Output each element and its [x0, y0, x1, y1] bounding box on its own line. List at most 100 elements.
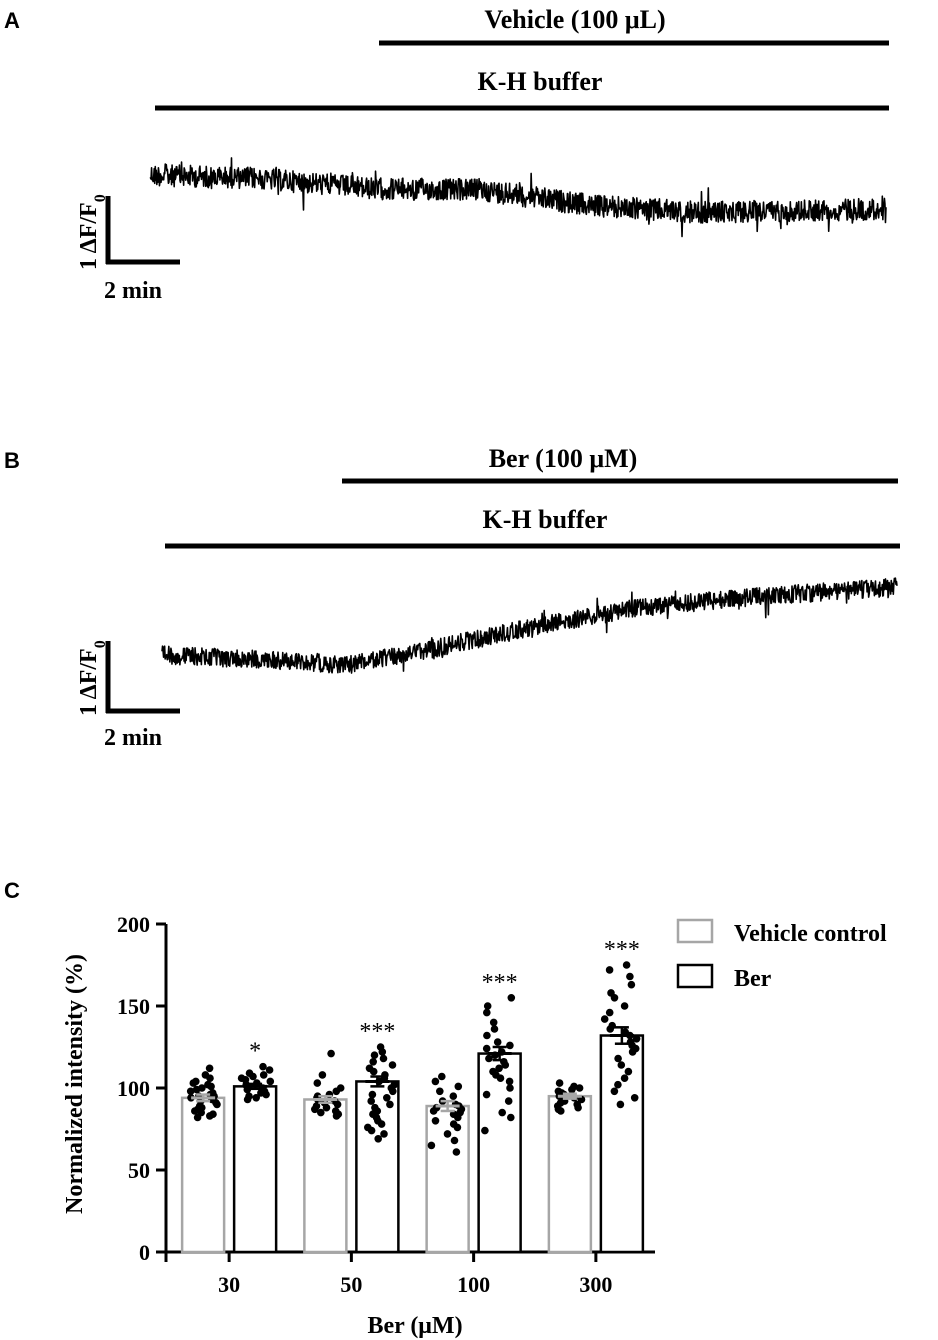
x-tick-label: 100: [457, 1272, 490, 1297]
data-point: [617, 1061, 626, 1069]
data-point: [490, 1025, 499, 1033]
panel-letter-b: B: [4, 448, 20, 473]
bar: [232, 1085, 278, 1254]
data-point: [482, 1090, 491, 1099]
significance-label: ***: [482, 970, 518, 996]
y-axis-title: Normalized intensity (%): [62, 954, 88, 1214]
data-point: [378, 1048, 387, 1056]
data-point: [206, 1112, 214, 1120]
y-tick-label: 50: [128, 1158, 150, 1183]
bar: [425, 1104, 470, 1254]
data-point: [574, 1103, 582, 1112]
data-point: [483, 1008, 491, 1017]
data-point: [386, 1100, 394, 1109]
data-point: [627, 980, 636, 989]
data-point: [243, 1095, 252, 1104]
x-tick-label: 300: [579, 1272, 612, 1297]
bar: [547, 1094, 593, 1254]
data-point: [333, 1100, 342, 1109]
bar: [477, 1052, 522, 1254]
data-point: [620, 1002, 629, 1010]
data-point: [368, 1090, 377, 1099]
data-point: [213, 1100, 221, 1109]
data-point: [317, 1108, 325, 1117]
data-point: [367, 1126, 376, 1135]
data-point: [575, 1084, 584, 1092]
data-point: [205, 1064, 214, 1073]
trace-line: [161, 577, 898, 674]
data-point: [493, 1038, 502, 1046]
data-point: [454, 1082, 463, 1091]
data-point: [389, 1087, 397, 1096]
legend-label: Vehicle control: [734, 921, 887, 947]
data-point: [186, 1087, 195, 1096]
data-point: [628, 1048, 637, 1056]
data-point: [388, 1061, 397, 1069]
trace-b: [161, 577, 898, 674]
data-point: [498, 1108, 507, 1117]
data-point: [504, 1097, 513, 1105]
data-point: [327, 1049, 335, 1058]
data-point: [259, 1071, 268, 1079]
ber-bar-label: Ber (100 μM): [489, 444, 638, 473]
data-point: [207, 1082, 215, 1091]
data-point: [507, 994, 516, 1002]
data-point: [189, 1079, 198, 1087]
x-tick-label: 30: [218, 1272, 240, 1297]
data-point: [367, 1097, 376, 1105]
data-point: [322, 1103, 331, 1112]
data-point: [482, 1044, 491, 1053]
significance-label: ***: [359, 1019, 395, 1045]
bar: [599, 1034, 645, 1254]
data-point: [505, 1077, 514, 1086]
data-point: [431, 1077, 440, 1086]
data-point: [443, 1130, 452, 1138]
vehicle-bar-label: Vehicle (100 μL): [484, 5, 665, 34]
x-axis-title: Ber (μM): [367, 1313, 462, 1339]
data-point: [452, 1148, 461, 1156]
trace-line: [149, 157, 887, 238]
data-point: [481, 1126, 489, 1135]
data-point: [506, 1084, 514, 1092]
y-tick-label: 150: [117, 994, 150, 1019]
data-point: [438, 1072, 446, 1081]
data-point: [600, 1015, 609, 1023]
data-point: [568, 1085, 576, 1094]
data-point: [249, 1072, 257, 1081]
data-point: [454, 1113, 462, 1122]
data-point: [332, 1087, 341, 1096]
scale-y-label-b: 1 ΔF/F0: [76, 640, 109, 716]
data-point: [369, 1058, 378, 1066]
data-point: [610, 994, 619, 1002]
data-point: [383, 1094, 391, 1102]
data-point: [485, 1054, 493, 1063]
data-point: [616, 1100, 625, 1109]
data-point: [318, 1071, 327, 1079]
data-point: [555, 1079, 564, 1087]
kh-buffer-label-a: K-H buffer: [478, 67, 603, 96]
data-point: [377, 1120, 386, 1128]
data-point: [606, 1025, 614, 1033]
data-point: [370, 1051, 379, 1059]
data-point: [191, 1107, 199, 1115]
panel-letter-a: A: [4, 8, 20, 33]
data-point: [489, 1018, 498, 1027]
legend-swatch: [676, 918, 714, 944]
bar: [180, 1096, 226, 1254]
scale-x-label-a: 2 min: [104, 278, 162, 304]
legend-label: Ber: [734, 966, 772, 992]
data-point: [450, 1136, 459, 1145]
data-point: [259, 1062, 267, 1071]
data-point: [369, 1067, 378, 1076]
significance-label: *: [249, 1039, 261, 1065]
data-point: [496, 1074, 505, 1082]
trace-a: [149, 157, 887, 238]
scale-x-label-b: 2 min: [104, 725, 162, 751]
data-point: [262, 1090, 270, 1099]
data-point: [431, 1117, 440, 1125]
data-point: [605, 1008, 614, 1017]
data-point: [206, 1074, 214, 1082]
data-point: [313, 1079, 322, 1087]
data-point: [501, 1061, 510, 1069]
